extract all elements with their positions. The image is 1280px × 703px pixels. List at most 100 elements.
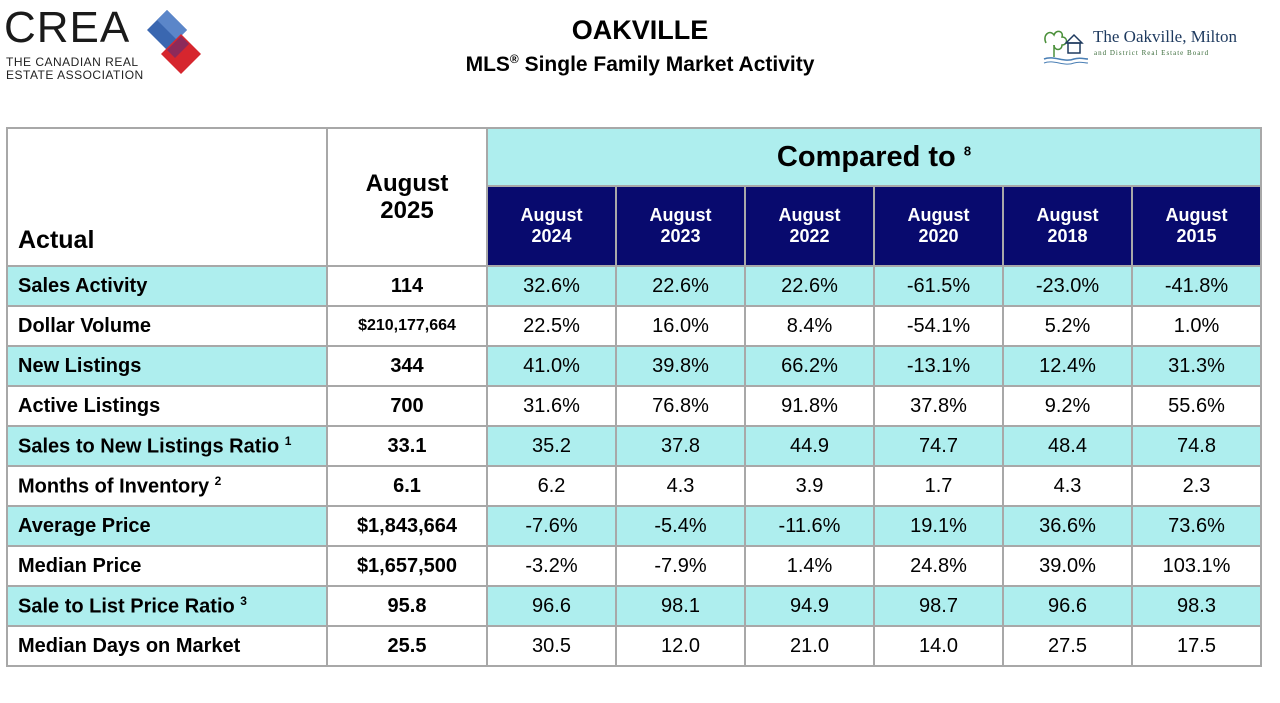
row-label: Average Price <box>6 505 328 547</box>
current-value: 700 <box>326 385 488 427</box>
board-name: The Oakville, Milton <box>1093 27 1238 46</box>
comparison-value: 9.2% <box>1002 385 1133 427</box>
comparison-value: -5.4% <box>615 505 746 547</box>
row-label-text: Months of Inventory <box>18 475 210 498</box>
row-label: Active Listings <box>6 385 328 427</box>
compare-period-year: 2024 <box>531 226 572 246</box>
subtitle-mls: MLS <box>465 53 510 76</box>
comparison-value: 32.6% <box>486 265 617 307</box>
header-actual: Actual <box>6 127 328 267</box>
compare-period-year: 2023 <box>660 226 701 246</box>
comparison-value: 4.3 <box>615 465 746 507</box>
comparison-value: -61.5% <box>873 265 1004 307</box>
row-footnote: 1 <box>284 433 292 448</box>
row-label: Median Price <box>6 545 328 587</box>
row-label: Sales to New Listings Ratio 1 <box>6 425 328 467</box>
header-compare-period: August 2015 <box>1131 185 1262 267</box>
comparison-value: 22.6% <box>744 265 875 307</box>
comparison-value: 21.0 <box>744 625 875 667</box>
compared-to-label: Compared to <box>776 140 956 173</box>
comparison-value: 12.0 <box>615 625 746 667</box>
comparison-value: 17.5 <box>1131 625 1262 667</box>
comparison-value: 4.3 <box>1002 465 1133 507</box>
comparison-value: 55.6% <box>1131 385 1262 427</box>
table-row: Active Listings 700 31.6% 76.8% 91.8% 37.8% 9.… <box>6 385 1262 427</box>
row-label-text: Median Days on Market <box>18 634 241 657</box>
comparison-value: 24.8% <box>873 545 1004 587</box>
comparison-value: 94.9 <box>744 585 875 627</box>
comparison-value: 1.0% <box>1131 305 1262 347</box>
row-label: Sales Activity <box>6 265 328 307</box>
board-tree-icon <box>1043 30 1089 65</box>
comparison-value: -11.6% <box>744 505 875 547</box>
compare-period-month: August <box>1165 205 1228 225</box>
comparison-value: -23.0% <box>1002 265 1133 307</box>
row-label: Median Days on Market <box>6 625 328 667</box>
current-period-year: 2025 <box>380 197 434 224</box>
current-value: 33.1 <box>326 425 488 467</box>
crea-logo: CREA THE CANADIAN REAL ESTATE ASSOCIATIO… <box>4 4 204 84</box>
crea-wordmark: CREA <box>4 3 131 52</box>
compare-period-year: 2020 <box>918 226 959 246</box>
table-row: Months of Inventory 2 6.1 6.2 4.3 3.9 1.7 4.3 2… <box>6 465 1262 507</box>
crea-tagline: THE CANADIAN REAL ESTATE ASSOCIATION <box>6 56 144 82</box>
table-row: New Listings 344 41.0% 39.8% 66.2% -13.1% 12.4… <box>6 345 1262 387</box>
comparison-value: 22.5% <box>486 305 617 347</box>
row-label-text: Sales to New Listings Ratio <box>18 435 280 458</box>
comparison-value: 98.1 <box>615 585 746 627</box>
comparison-value: 96.6 <box>1002 585 1133 627</box>
page-subtitle: MLS® Single Family Market Activity <box>380 46 900 78</box>
row-label-text: Active Listings <box>18 394 161 417</box>
comparison-value: 36.6% <box>1002 505 1133 547</box>
comparison-value: 48.4 <box>1002 425 1133 467</box>
row-label-text: Sale to List Price Ratio <box>18 595 235 618</box>
header-compare-period: August 2024 <box>486 185 617 267</box>
comparison-value: 5.2% <box>1002 305 1133 347</box>
comparison-value: 2.3 <box>1131 465 1262 507</box>
table-row: Sale to List Price Ratio 3 95.8 96.6 98.1 94… <box>6 585 1262 627</box>
comparison-value: 31.6% <box>486 385 617 427</box>
header-compared-to: Compared to 8 <box>486 127 1262 187</box>
comparison-value: 44.9 <box>744 425 875 467</box>
table-row: Median Days on Market 25.5 30.5 12.0 21.0 14.… <box>6 625 1262 667</box>
header-compare-period: August 2020 <box>873 185 1004 267</box>
comparison-value: 22.6% <box>615 265 746 307</box>
comparison-value: 73.6% <box>1131 505 1262 547</box>
compare-period-month: August <box>1036 205 1099 225</box>
compare-period-month: August <box>649 205 712 225</box>
compare-period-year: 2022 <box>789 226 830 246</box>
row-label-text: New Listings <box>18 354 142 377</box>
comparison-value: 37.8 <box>615 425 746 467</box>
comparison-value: 41.0% <box>486 345 617 387</box>
compare-period-month: August <box>907 205 970 225</box>
compared-to-note: 8 <box>963 142 972 158</box>
market-activity-table: Actual August 2025 Compared to 8 August 2… <box>6 127 1262 667</box>
comparison-value: 31.3% <box>1131 345 1262 387</box>
comparison-value: 98.3 <box>1131 585 1262 627</box>
header-compare-period: August 2018 <box>1002 185 1133 267</box>
comparison-value: 19.1% <box>873 505 1004 547</box>
current-value: $1,843,664 <box>326 505 488 547</box>
current-value: $1,657,500 <box>326 545 488 587</box>
crea-tagline-line1: THE CANADIAN REAL <box>6 55 139 69</box>
comparison-value: 30.5 <box>486 625 617 667</box>
crea-diamond-icon <box>147 10 201 74</box>
comparison-value: -3.2% <box>486 545 617 587</box>
table-row: Median Price $1,657,500 -3.2% -7.9% 1.4% 24.8… <box>6 545 1262 587</box>
header-current-period: August 2025 <box>326 127 488 267</box>
subtitle-rest: Single Family Market Activity <box>518 53 815 76</box>
comparison-value: 66.2% <box>744 345 875 387</box>
comparison-value: 8.4% <box>744 305 875 347</box>
comparison-value: 1.7 <box>873 465 1004 507</box>
comparison-value: 6.2 <box>486 465 617 507</box>
comparison-value: 14.0 <box>873 625 1004 667</box>
board-subtitle: and District Real Estate Board <box>1094 49 1210 57</box>
comparison-value: 91.8% <box>744 385 875 427</box>
registered-mark: ® <box>509 52 519 66</box>
current-value: 95.8 <box>326 585 488 627</box>
crea-tagline-line2: ESTATE ASSOCIATION <box>6 68 144 82</box>
page-title: OAKVILLE <box>571 15 709 45</box>
row-label: Sale to List Price Ratio 3 <box>6 585 328 627</box>
comparison-value: 12.4% <box>1002 345 1133 387</box>
comparison-value: -41.8% <box>1131 265 1262 307</box>
